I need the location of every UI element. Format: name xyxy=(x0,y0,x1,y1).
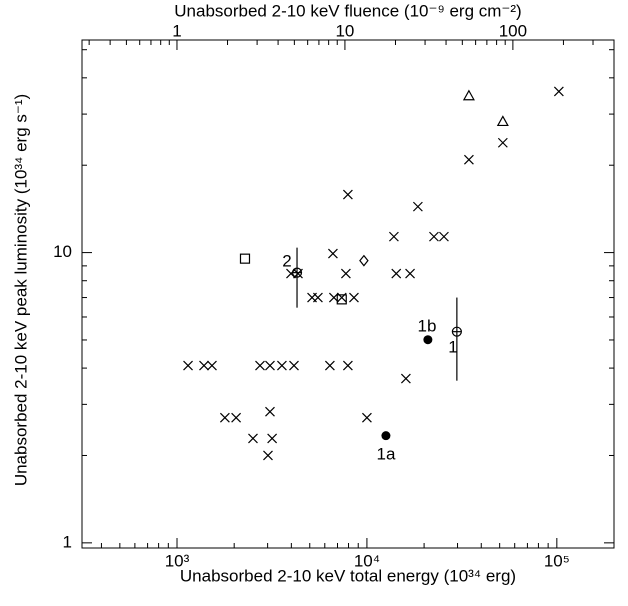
cross-marker xyxy=(429,231,439,242)
cross-marker xyxy=(391,268,402,279)
x-tick-label: 10⁴ xyxy=(354,551,380,570)
cross-marker xyxy=(219,412,230,423)
cross-marker xyxy=(289,360,299,371)
cross-marker xyxy=(388,231,399,242)
y-axis-label: Unabsorbed 2-10 keV peak luminosity (10³… xyxy=(11,94,30,486)
cross-marker xyxy=(267,433,278,444)
filled-circle-marker xyxy=(381,431,391,441)
triangle-marker xyxy=(462,89,475,101)
cross-marker xyxy=(276,360,287,371)
cross-marker xyxy=(183,360,193,371)
cross-marker xyxy=(342,189,353,200)
cross-marker xyxy=(199,360,209,371)
cross-marker xyxy=(497,137,508,148)
cross-marker xyxy=(342,360,353,371)
top-tick-label: 1 xyxy=(172,21,181,40)
cross-marker xyxy=(248,433,258,444)
top-axis-label: Unabsorbed 2-10 keV fluence (10⁻⁹ erg cm… xyxy=(174,1,521,20)
square-marker xyxy=(336,294,347,305)
annotation: 1b xyxy=(418,316,437,335)
x-tick-label: 10³ xyxy=(165,551,190,570)
cross-marker xyxy=(412,201,423,212)
annotation: 2 xyxy=(282,251,291,270)
cross-marker xyxy=(349,292,359,303)
cross-marker xyxy=(324,360,335,371)
square-marker xyxy=(239,253,251,264)
cross-marker xyxy=(265,406,275,417)
cross-marker xyxy=(340,268,351,279)
cross-marker xyxy=(265,360,275,371)
cross-marker xyxy=(463,154,474,165)
cross-marker xyxy=(439,231,449,242)
cross-marker xyxy=(263,450,273,461)
cross-marker xyxy=(328,248,338,259)
cross-marker xyxy=(400,373,411,384)
plot-frame xyxy=(81,39,615,549)
annotation: 1 xyxy=(448,337,457,356)
cross-marker xyxy=(231,412,242,423)
top-tick-label: 10 xyxy=(335,21,354,40)
annotation: 1a xyxy=(377,444,396,463)
cross-marker xyxy=(313,292,323,303)
y-tick-label: 1 xyxy=(63,532,72,551)
filled-circle-marker xyxy=(423,335,433,345)
cross-marker xyxy=(553,86,564,97)
x-axis-label: Unabsorbed 2-10 keV total energy (10³⁴ e… xyxy=(180,566,516,585)
diamond-marker xyxy=(359,254,369,267)
cross-marker xyxy=(255,360,265,371)
cross-marker xyxy=(361,412,372,423)
x-tick-label: 10⁵ xyxy=(544,551,570,570)
cross-marker xyxy=(405,268,415,279)
y-tick-label: 10 xyxy=(53,242,72,261)
triangle-marker xyxy=(496,115,509,127)
cross-marker xyxy=(207,360,217,371)
top-tick-label: 100 xyxy=(499,21,527,40)
